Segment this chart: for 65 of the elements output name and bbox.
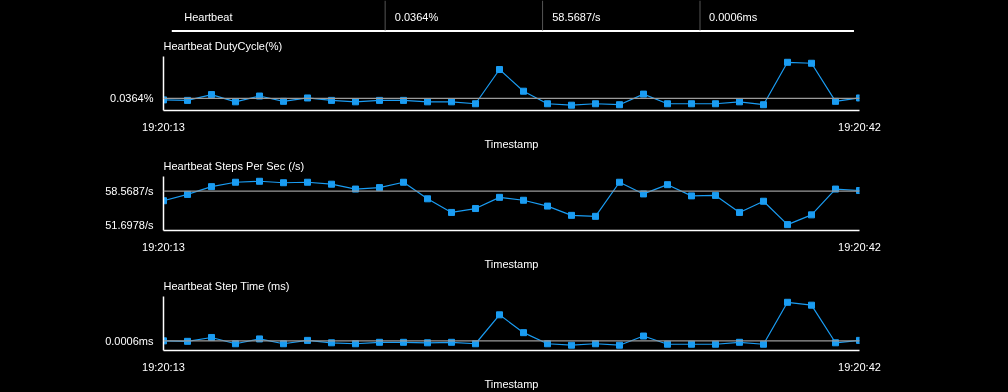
point [544,100,551,108]
point [424,195,431,203]
point [712,100,719,108]
point [256,177,263,185]
point [664,181,671,189]
point [688,100,695,108]
y-tick-label: 51.6978/s [105,218,154,231]
point [808,301,815,309]
text: 0.0364% [110,92,154,105]
point [520,87,527,95]
point [496,311,503,319]
point [520,329,527,337]
point [688,192,695,200]
point [208,91,215,99]
chart-title: Heartbeat DutyCycle(%) [163,39,283,52]
point [712,191,719,199]
point [328,180,335,188]
x-tick-label: 19:20:42 [838,360,881,373]
point [568,341,575,349]
x-axis-title: Timestamp [484,377,539,390]
point [472,205,479,213]
point [616,101,623,109]
point [808,211,815,219]
point [664,100,671,108]
point [472,100,479,108]
point [616,341,623,349]
point [568,101,575,109]
point [520,196,527,204]
point [784,298,791,306]
text: 0.0006ms [708,10,758,23]
point [736,208,743,216]
point [448,208,455,216]
point [496,66,503,74]
point [496,193,503,201]
point [304,178,311,186]
x-tick-label: 19:20:13 [142,240,185,253]
text: Heartbeat [184,10,233,23]
x-tick-label: 19:20:13 [142,360,185,373]
text: 0.0364% [394,10,439,23]
point [568,211,575,219]
point [592,212,599,220]
point [232,178,239,186]
x-tick-label: 19:20:13 [142,120,185,133]
point [544,202,551,210]
x-tick-label: 19:20:42 [838,120,881,133]
x-tick-label: 19:20:42 [838,240,881,253]
point [208,183,215,191]
point [760,101,767,109]
point [280,179,287,187]
text: 58.5687/s [552,10,602,23]
point [640,332,647,340]
point [808,59,815,67]
x-axis-title: Timestamp [484,257,539,270]
point [760,197,767,205]
chart-title: Heartbeat Step Time (ms) [163,279,290,292]
point [784,58,791,66]
point [640,90,647,98]
point [616,178,623,186]
chart-title: Heartbeat Steps Per Sec (/s) [163,159,305,172]
point [400,178,407,186]
point [784,221,791,229]
x-axis-title: Timestamp [484,137,539,150]
point [592,100,599,108]
text: 0.0006ms [105,334,154,347]
point [376,184,383,192]
